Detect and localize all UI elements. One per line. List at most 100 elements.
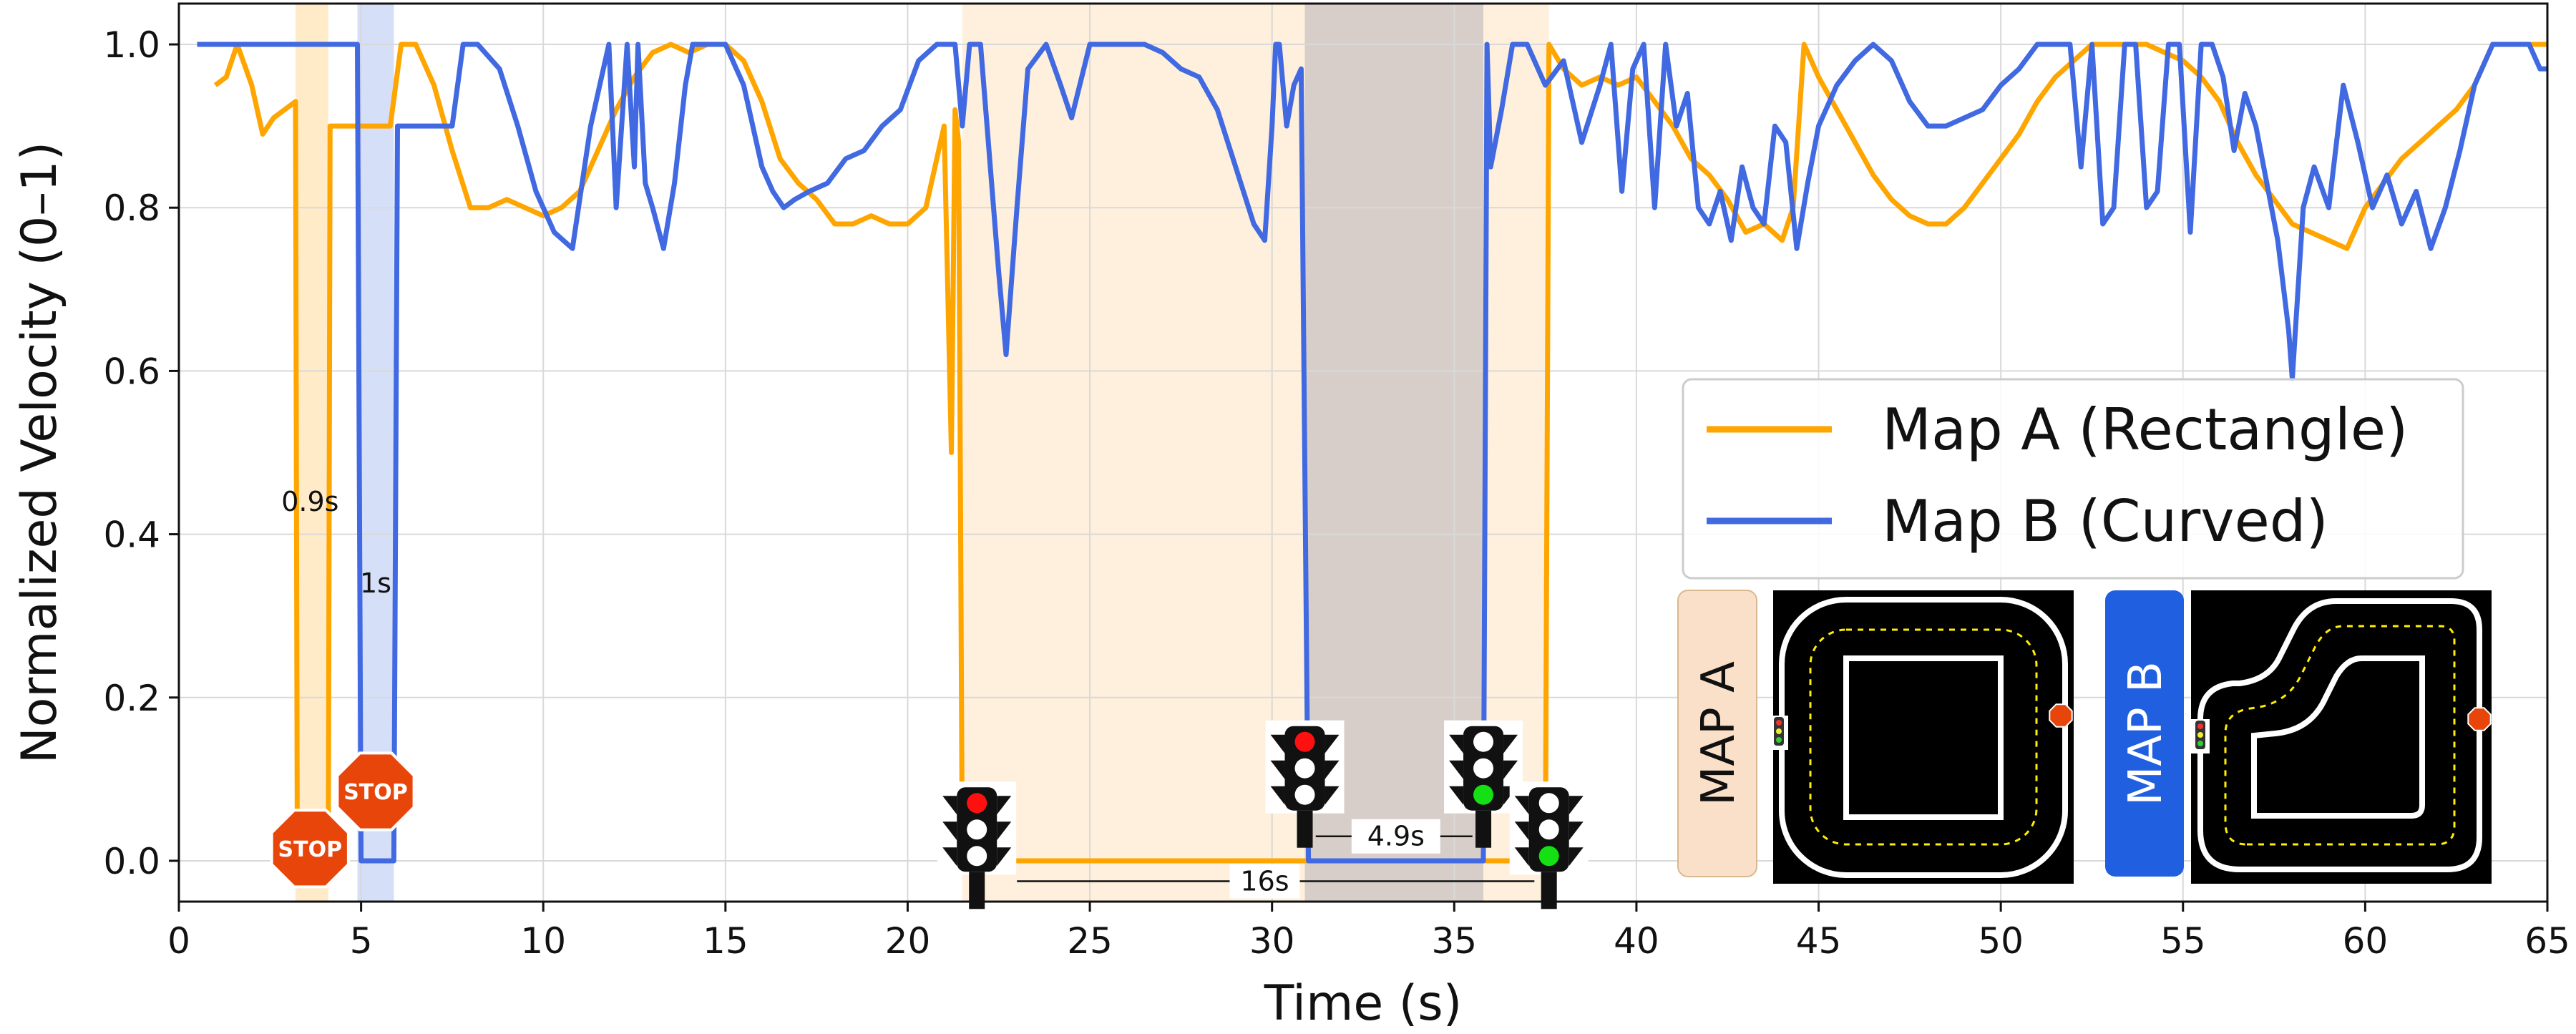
traffic-light-lamp [1538,819,1559,840]
legend: Map A (Rectangle) Map B (Curved) [1682,378,2464,580]
stop-sign-shape [336,751,416,831]
traffic-light-pole [1541,872,1557,909]
x-tick-label: 50 [1978,920,2024,962]
traffic-light-visor [1568,821,1584,841]
traffic-light-visor [942,796,957,815]
traffic-light-visor [1270,734,1285,753]
traffic-light-visor [1449,760,1464,779]
y-tick-label: 0.0 [103,841,160,882]
traffic-light-visor [1270,786,1285,805]
y-tick-label: 0.8 [103,187,160,229]
map-label-bg [2105,590,2184,877]
icons-layer: STOP STOP [270,720,1589,909]
y-tick-label: 0.4 [103,514,160,556]
traffic-light-lamp [1538,846,1559,867]
x-tick-label: 35 [1431,920,1477,962]
mini-lamp [1776,737,1782,743]
traffic-light-lamp [1473,731,1494,752]
x-tick-label: 10 [520,920,566,962]
stop-sign-shape [270,809,350,889]
duration-annotation: 4.9s [1367,821,1425,852]
stop-sign-text: STOP [278,837,343,862]
legend-box [1682,378,2464,580]
mini-lamp [1776,728,1782,734]
traffic-light-visor [1449,786,1464,805]
x-tick-label: 25 [1067,920,1113,962]
map-label-text: MAP A [1692,661,1745,806]
traffic-light-visor [1270,760,1285,779]
x-tick-label: 30 [1249,920,1295,962]
series-line-1 [197,42,2547,864]
traffic-light-icon [1265,720,1345,848]
y-axis-label: Normalized Velocity (0–1) [11,142,68,764]
y-axis-ticks: 0.0 0.2 0.4 0.6 0.8 1.0 [103,24,179,882]
mini-lamp [2197,732,2203,738]
traffic-light-lamp [1294,758,1315,779]
map-a-center-line [1809,628,2038,846]
stop-sign-icon: STOP [270,809,350,889]
map-label-text: MAP B [2119,661,2172,806]
traffic-light-lamp [1294,731,1315,752]
traffic-light-icon [1444,720,1523,848]
traffic-light-lamp [1473,784,1494,805]
y-tick-label: 1.0 [103,24,160,66]
map-label-badge: MAP A [1677,590,1757,877]
x-axis-ticks: 0 5 10 15 20 25 30 35 40 45 50 55 60 65 [167,902,2570,962]
shaded-region-0 [295,4,328,902]
plot-frame [177,2,2549,903]
map-a-background [1773,590,2074,884]
duration-annotation: 16s [1240,865,1289,897]
traffic-light-lamp [967,793,987,814]
traffic-light-visor [1449,734,1464,753]
annotation-bg [1351,819,1440,854]
map-label-badge: MAP B [2105,590,2184,877]
traffic-light-visor [997,821,1012,841]
inset-maps: MAP A MAP B [1677,590,2492,884]
duration-annotation: 1s [360,567,391,599]
map-b-inner-border [2251,655,2425,819]
traffic-light-lamp [1538,793,1559,814]
map-a-inner-border [1843,655,2004,820]
map-label-bg [1677,590,1757,877]
mini-lamp [2197,741,2203,746]
map-b-track-image [2191,590,2492,884]
shaded-regions [295,4,1549,902]
traffic-light-visor [997,847,1012,867]
stop-sign-icon: STOP [336,751,416,831]
traffic-light-pole [969,872,985,909]
x-tick-label: 65 [2524,920,2570,962]
traffic-light-visor [1324,786,1340,805]
traffic-light-icon [937,781,1017,909]
x-tick-label: 60 [2343,920,2389,962]
x-tick-label: 0 [167,920,190,962]
traffic-light-visor [1324,734,1340,753]
traffic-light-visor [1514,796,1529,815]
x-tick-label: 5 [350,920,373,962]
map-b-outer-border [2197,598,2482,872]
mini-lamp [1776,720,1782,726]
x-axis-label: Time (s) [1264,975,1463,1032]
traffic-light-visor [1503,760,1518,779]
traffic-light-pole [1475,810,1492,848]
map-a-track-image [1770,590,2074,884]
traffic-light-visor [942,821,957,841]
traffic-light-pole [1297,810,1313,848]
duration-annotation: 0.9s [281,486,338,517]
map-b-background [2191,590,2492,884]
mini-lamp [2197,723,2203,729]
mini-stop-sign-icon [2467,707,2492,731]
annotations: 0.9s 1s 4.9s 16s [281,486,1535,899]
traffic-light-visor [1568,796,1584,815]
traffic-light-lamp [1473,758,1494,779]
traffic-light-lamp [967,846,987,867]
annotation-bg [1229,864,1300,899]
traffic-light-visor [1514,821,1529,841]
mini-stop-sign-icon [2049,703,2073,728]
traffic-light-visor [1568,847,1584,867]
x-tick-label: 40 [1614,920,1659,962]
stop-sign-text: STOP [343,780,408,805]
traffic-light-visor [1503,734,1518,753]
traffic-light-lamp [967,819,987,840]
traffic-light-visor [1514,847,1529,867]
